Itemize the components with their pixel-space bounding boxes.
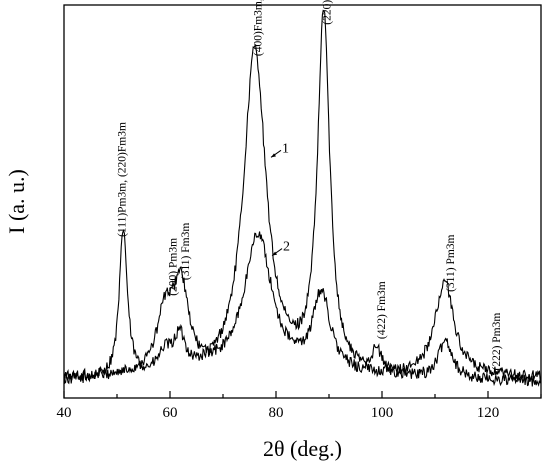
curve-label-2: 2 [283, 240, 290, 255]
peak-annotation: (422) Fm3m [376, 281, 388, 339]
x-tick-label: 80 [269, 405, 284, 421]
y-axis-label: I (a. u.) [4, 169, 29, 234]
x-tick-label: 40 [57, 405, 72, 421]
series-layer [63, 9, 542, 387]
series-2-line [63, 231, 542, 382]
plot-area: (111)Pm3m, (220)Fm3m (200) Pm3m (311) Fm3m… [57, 0, 542, 421]
x-tick-label: 60 [163, 405, 178, 421]
peak-annotation: (222) Pm3m [491, 313, 503, 371]
x-axis-label: 2θ (deg.) [263, 436, 342, 461]
curve-label-1: 1 [282, 141, 289, 156]
curve-label-arrowhead [272, 251, 278, 256]
plot-frame [63, 4, 542, 399]
series-1-line [63, 9, 542, 387]
peak-annotation: (400)Fm3m,(211) Pm3m [253, 0, 265, 56]
peak-annotation: (311) Pm3m [445, 234, 457, 291]
x-axis-ticks: 40 60 80 100 120 [57, 391, 542, 421]
curve-label-layer: 12 [270, 141, 290, 256]
peak-annotation: (111)Pm3m, (220)Fm3m [117, 122, 129, 237]
x-tick-label: 100 [371, 405, 394, 421]
curve-label-arrowhead [271, 153, 276, 158]
peak-annotation: (200) Pm3m [167, 238, 179, 296]
peak-annotation: (311) Fm3m [180, 223, 192, 280]
peak-annotation: (220) Pm3m [322, 0, 334, 25]
x-tick-label: 120 [477, 405, 500, 421]
annotation-layer: (111)Pm3m, (220)Fm3m (200) Pm3m (311) Fm3m… [117, 0, 504, 371]
